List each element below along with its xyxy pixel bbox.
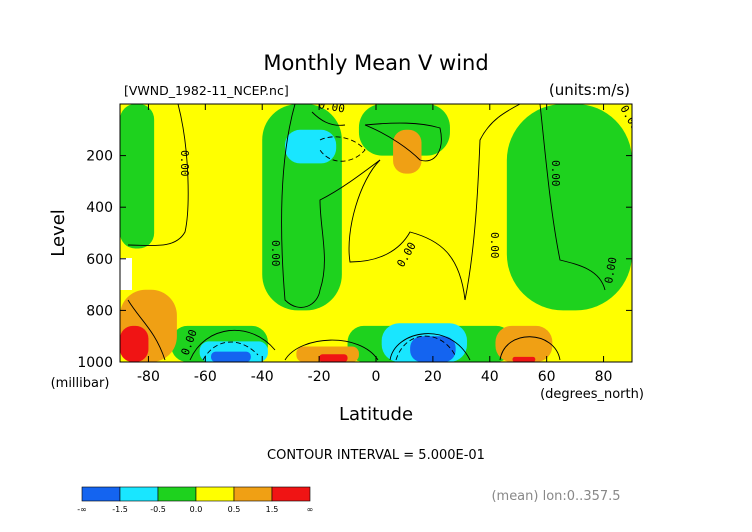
contour-label: 0.00: [269, 240, 282, 267]
contour-line: [281, 104, 381, 308]
colorbar-swatch: [195, 486, 235, 502]
y-axis: 200 400 600 800 1000: [77, 149, 632, 371]
contour-line: [189, 329, 276, 361]
colorbar: -∞ -1.5 -0.5 0.0 0.5 1.5 ∞: [77, 486, 314, 514]
y-axis-unit: (millibar): [51, 376, 110, 391]
x-tick-label: -80: [137, 369, 160, 385]
missing-data-patch: [120, 258, 132, 290]
colorbar-tick-label: 0.0: [190, 505, 203, 514]
contour-region-weak-positive: [393, 129, 422, 174]
file-label: [VWND_1982-11_NCEP.nc]: [124, 83, 289, 98]
contour-line: [127, 299, 166, 361]
contour-line: [348, 159, 466, 301]
contour-region-strong-positive: [512, 356, 536, 362]
contour-region-strong-negative: [410, 336, 456, 362]
y-axis-title: Level: [48, 209, 69, 257]
contour-line: [464, 104, 521, 301]
contour-label: 0.00: [602, 256, 619, 284]
colorbar-tick-label: -1.5: [112, 505, 128, 514]
contour-region-strong-negative: [211, 351, 251, 362]
colorbar-tick-label: 1.5: [266, 505, 279, 514]
x-tick-label: 40: [481, 369, 499, 385]
colorbar-swatch: [233, 486, 273, 502]
contour-region-positive: [120, 104, 632, 362]
contour-line-dashed: [319, 136, 366, 162]
colorbar-tick-label: -0.5: [150, 505, 166, 514]
x-tick-label: 80: [595, 369, 613, 385]
y-tick-label: 800: [86, 303, 113, 319]
x-tick-label: 0: [372, 369, 381, 385]
contour-line: [311, 111, 346, 126]
contour-label: 0.00: [488, 232, 501, 259]
colorbar-tick-label: 0.5: [228, 505, 241, 514]
contour-fill-regions: [120, 104, 632, 362]
contour-region-weak-positive: [495, 325, 553, 362]
contour-region-negative: [120, 104, 155, 249]
chart-title: Monthly Mean V wind: [263, 51, 488, 75]
contour-label: 0.00: [317, 98, 345, 115]
x-tick-label: 60: [538, 369, 556, 385]
contour-line: [127, 104, 189, 247]
contour-region-negative: [358, 104, 450, 156]
colorbar-swatch: [157, 486, 197, 502]
contour-line: [539, 104, 606, 291]
plot-area: 0.00 0.00 0.00 0.00 0.00 0.00 0.00 0.00 …: [120, 98, 632, 362]
contour-lines: [127, 104, 606, 361]
colorbar-tick-label: ∞: [307, 505, 314, 514]
x-axis: -80 -60 -40 -20 0 20 40 60 80: [137, 104, 612, 385]
colorbar-tick-label: -∞: [77, 505, 87, 514]
contour-interval: CONTOUR INTERVAL = 5.000E-01: [267, 448, 485, 463]
contour-label: 0.00: [178, 150, 191, 177]
y-tick-label: 400: [86, 200, 113, 216]
x-tick-label: -40: [251, 369, 274, 385]
contour-region-strong-positive: [319, 354, 348, 362]
contour-region-negative: [506, 104, 632, 311]
y-tick-label: 1000: [77, 355, 113, 371]
footer-note: (mean) lon:0..357.5: [491, 489, 620, 504]
x-axis-title: Latitude: [339, 404, 413, 425]
y-tick-label: 200: [86, 149, 113, 165]
x-tick-label: -60: [194, 369, 217, 385]
contour-line-dashed: [395, 335, 456, 361]
colorbar-swatch: [271, 486, 311, 502]
contour-label: 0.00: [549, 160, 562, 187]
units-label: (units:m/s): [549, 81, 630, 99]
contour-line: [499, 336, 561, 361]
colorbar-swatch: [119, 486, 159, 502]
contour-line: [284, 339, 379, 361]
colorbar-swatch: [81, 486, 121, 502]
x-tick-label: -20: [308, 369, 331, 385]
contour-line-dashed: [202, 341, 259, 361]
contour-line: [389, 333, 471, 361]
contour-line: [364, 122, 442, 162]
x-tick-label: 20: [424, 369, 442, 385]
x-axis-unit: (degrees_north): [540, 387, 644, 402]
contour-region-strong-positive: [120, 325, 149, 362]
y-tick-label: 600: [86, 252, 113, 268]
dashed-contour-lines: [202, 136, 456, 361]
